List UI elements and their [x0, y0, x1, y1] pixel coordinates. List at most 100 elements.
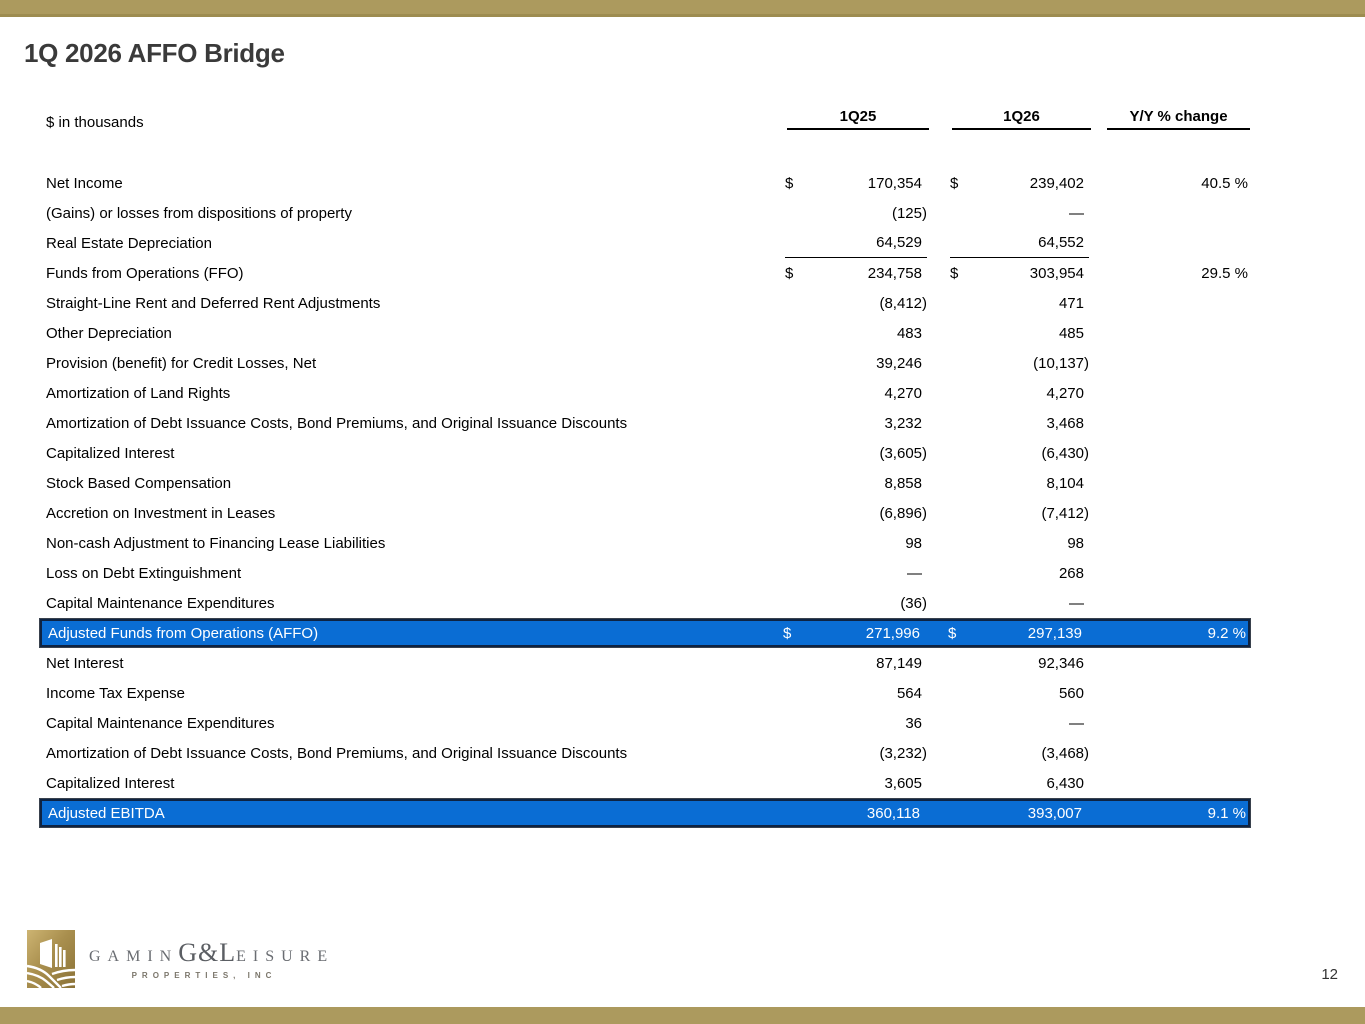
- value-1q25: 39,246: [876, 354, 922, 372]
- cell-1q26: 8,104: [950, 468, 1089, 498]
- value-1q25: (6,896): [879, 504, 927, 522]
- table-header: 1Q25 1Q26 Y/Y % change: [40, 108, 1250, 130]
- row-label: Adjusted Funds from Operations (AFFO): [48, 624, 319, 642]
- cell-1q26: —: [950, 588, 1089, 618]
- cell-1q26: 6,430: [950, 768, 1089, 798]
- cell-1q26: (10,137): [950, 348, 1089, 378]
- gaming-leisure-logo-icon: [27, 930, 75, 988]
- value-1q26: 92,346: [1038, 654, 1084, 672]
- value-1q25: (125): [891, 204, 927, 222]
- value-1q26: 64,552: [1038, 234, 1084, 251]
- value-1q26: 8,104: [1046, 474, 1084, 492]
- cell-1q25: —: [785, 558, 927, 588]
- column-header-1q26: 1Q26: [952, 108, 1091, 130]
- row-label: Other Depreciation: [46, 324, 172, 342]
- cell-1q26: 4,270: [950, 378, 1089, 408]
- table-row: (Gains) or losses from dispositions of p…: [40, 198, 1250, 228]
- cell-1q26: 485: [950, 318, 1089, 348]
- row-label: Accretion on Investment in Leases: [46, 504, 276, 522]
- value-1q25: —: [907, 564, 922, 582]
- cell-1q26: 268: [950, 558, 1089, 588]
- page-number: 12: [1321, 966, 1338, 983]
- value-1q25: 64,529: [876, 234, 922, 251]
- value-1q26: 4,270: [1046, 384, 1084, 402]
- row-label: (Gains) or losses from dispositions of p…: [46, 204, 352, 222]
- value-1q26: 560: [1058, 684, 1084, 702]
- value-1q26: (10,137): [1033, 354, 1089, 372]
- cell-1q25: 8,858: [785, 468, 927, 498]
- currency-symbol-1q26: $: [950, 264, 959, 282]
- cell-1q25: 87,149: [785, 648, 927, 678]
- row-label: Net Interest: [46, 654, 124, 672]
- row-label: Real Estate Depreciation: [46, 234, 212, 252]
- cell-1q26: (7,412): [950, 498, 1089, 528]
- value-1q25: 360,118: [866, 804, 920, 822]
- row-label: Loss on Debt Extinguishment: [46, 564, 242, 582]
- table-body: Net Income $ 170,354 $ 239,402 40.5 % (G…: [40, 168, 1250, 828]
- cell-1q26: —: [950, 708, 1089, 738]
- value-1q26: 471: [1058, 294, 1084, 312]
- value-1q26: (6,430): [1041, 444, 1089, 462]
- value-1q26: —: [1069, 594, 1084, 612]
- row-label: Amortization of Land Rights: [46, 384, 231, 402]
- value-1q25: (3,605): [879, 444, 927, 462]
- cell-1q25: 39,246: [785, 348, 927, 378]
- column-header-yoy-change: Y/Y % change: [1107, 108, 1250, 130]
- row-label: Capitalized Interest: [46, 774, 175, 792]
- table-row: Accretion on Investment in Leases (6,896…: [40, 498, 1250, 528]
- row-label: Amortization of Debt Issuance Costs, Bon…: [46, 414, 628, 432]
- value-1q26: (7,412): [1041, 504, 1089, 522]
- value-1q25: (36): [900, 594, 927, 612]
- cell-1q25: 483: [785, 318, 927, 348]
- logo-wordmark: GAMIN G&L EISURE PROPERTIES, INC: [89, 930, 334, 988]
- table-row: Amortization of Land Rights 4,270 4,270: [40, 378, 1250, 408]
- cell-1q25: 4,270: [785, 378, 927, 408]
- row-label: Capitalized Interest: [46, 444, 175, 462]
- cell-1q26: $ 239,402: [950, 168, 1089, 198]
- table-row: Capital Maintenance Expenditures 36 —: [40, 708, 1250, 738]
- currency-symbol-1q25: $: [785, 174, 794, 192]
- row-label: Stock Based Compensation: [46, 474, 232, 492]
- row-label: Capital Maintenance Expenditures: [46, 594, 275, 612]
- value-yoy-change: 9.2 %: [1207, 624, 1246, 642]
- wordmark-right: EISURE: [236, 948, 335, 965]
- value-1q25: 271,996: [865, 624, 920, 642]
- value-1q25: 3,232: [884, 414, 922, 432]
- table-row: Amortization of Debt Issuance Costs, Bon…: [40, 408, 1250, 438]
- cell-1q26: $ 297,139: [948, 621, 1087, 645]
- table-row: Funds from Operations (FFO) $ 234,758 $ …: [40, 258, 1250, 288]
- cell-1q25: $ 170,354: [785, 168, 927, 198]
- table-row: Income Tax Expense 564 560: [40, 678, 1250, 708]
- table-row: Capitalized Interest 3,605 6,430: [40, 768, 1250, 798]
- cell-1q25: (125): [785, 198, 927, 228]
- cell-1q26: 92,346: [950, 648, 1089, 678]
- value-1q26: 268: [1058, 564, 1084, 582]
- row-label: Straight-Line Rent and Deferred Rent Adj…: [46, 294, 381, 312]
- company-logo: GAMIN G&L EISURE PROPERTIES, INC: [27, 930, 334, 988]
- value-1q25: 234,758: [867, 264, 922, 282]
- value-1q25: 8,858: [884, 474, 922, 492]
- row-label: Adjusted EBITDA: [48, 804, 165, 822]
- top-accent-bar: [0, 0, 1365, 17]
- cell-1q25: (8,412): [785, 288, 927, 318]
- value-1q25: (3,232): [879, 744, 927, 762]
- wordmark-subtext: PROPERTIES, INC: [131, 971, 277, 980]
- value-yoy-change: 40.5 %: [1201, 174, 1248, 192]
- value-1q26: 6,430: [1046, 774, 1084, 792]
- row-label: Net Income: [46, 174, 123, 192]
- table-row: Stock Based Compensation 8,858 8,104: [40, 468, 1250, 498]
- value-1q25: 3,605: [884, 774, 922, 792]
- cell-1q26: 393,007: [948, 801, 1087, 825]
- value-1q25: 483: [896, 324, 922, 342]
- row-label: Provision (benefit) for Credit Losses, N…: [46, 354, 317, 372]
- row-label: Income Tax Expense: [46, 684, 185, 702]
- wordmark-center: G&L: [178, 938, 237, 967]
- value-1q25: 170,354: [867, 174, 922, 192]
- value-1q26: 393,007: [1027, 804, 1082, 822]
- currency-symbol-1q25: $: [785, 264, 794, 282]
- cell-1q26: $ 303,954: [950, 258, 1089, 288]
- table-row: Loss on Debt Extinguishment — 268: [40, 558, 1250, 588]
- row-label: Amortization of Debt Issuance Costs, Bon…: [46, 744, 628, 762]
- value-1q25: 98: [905, 534, 922, 552]
